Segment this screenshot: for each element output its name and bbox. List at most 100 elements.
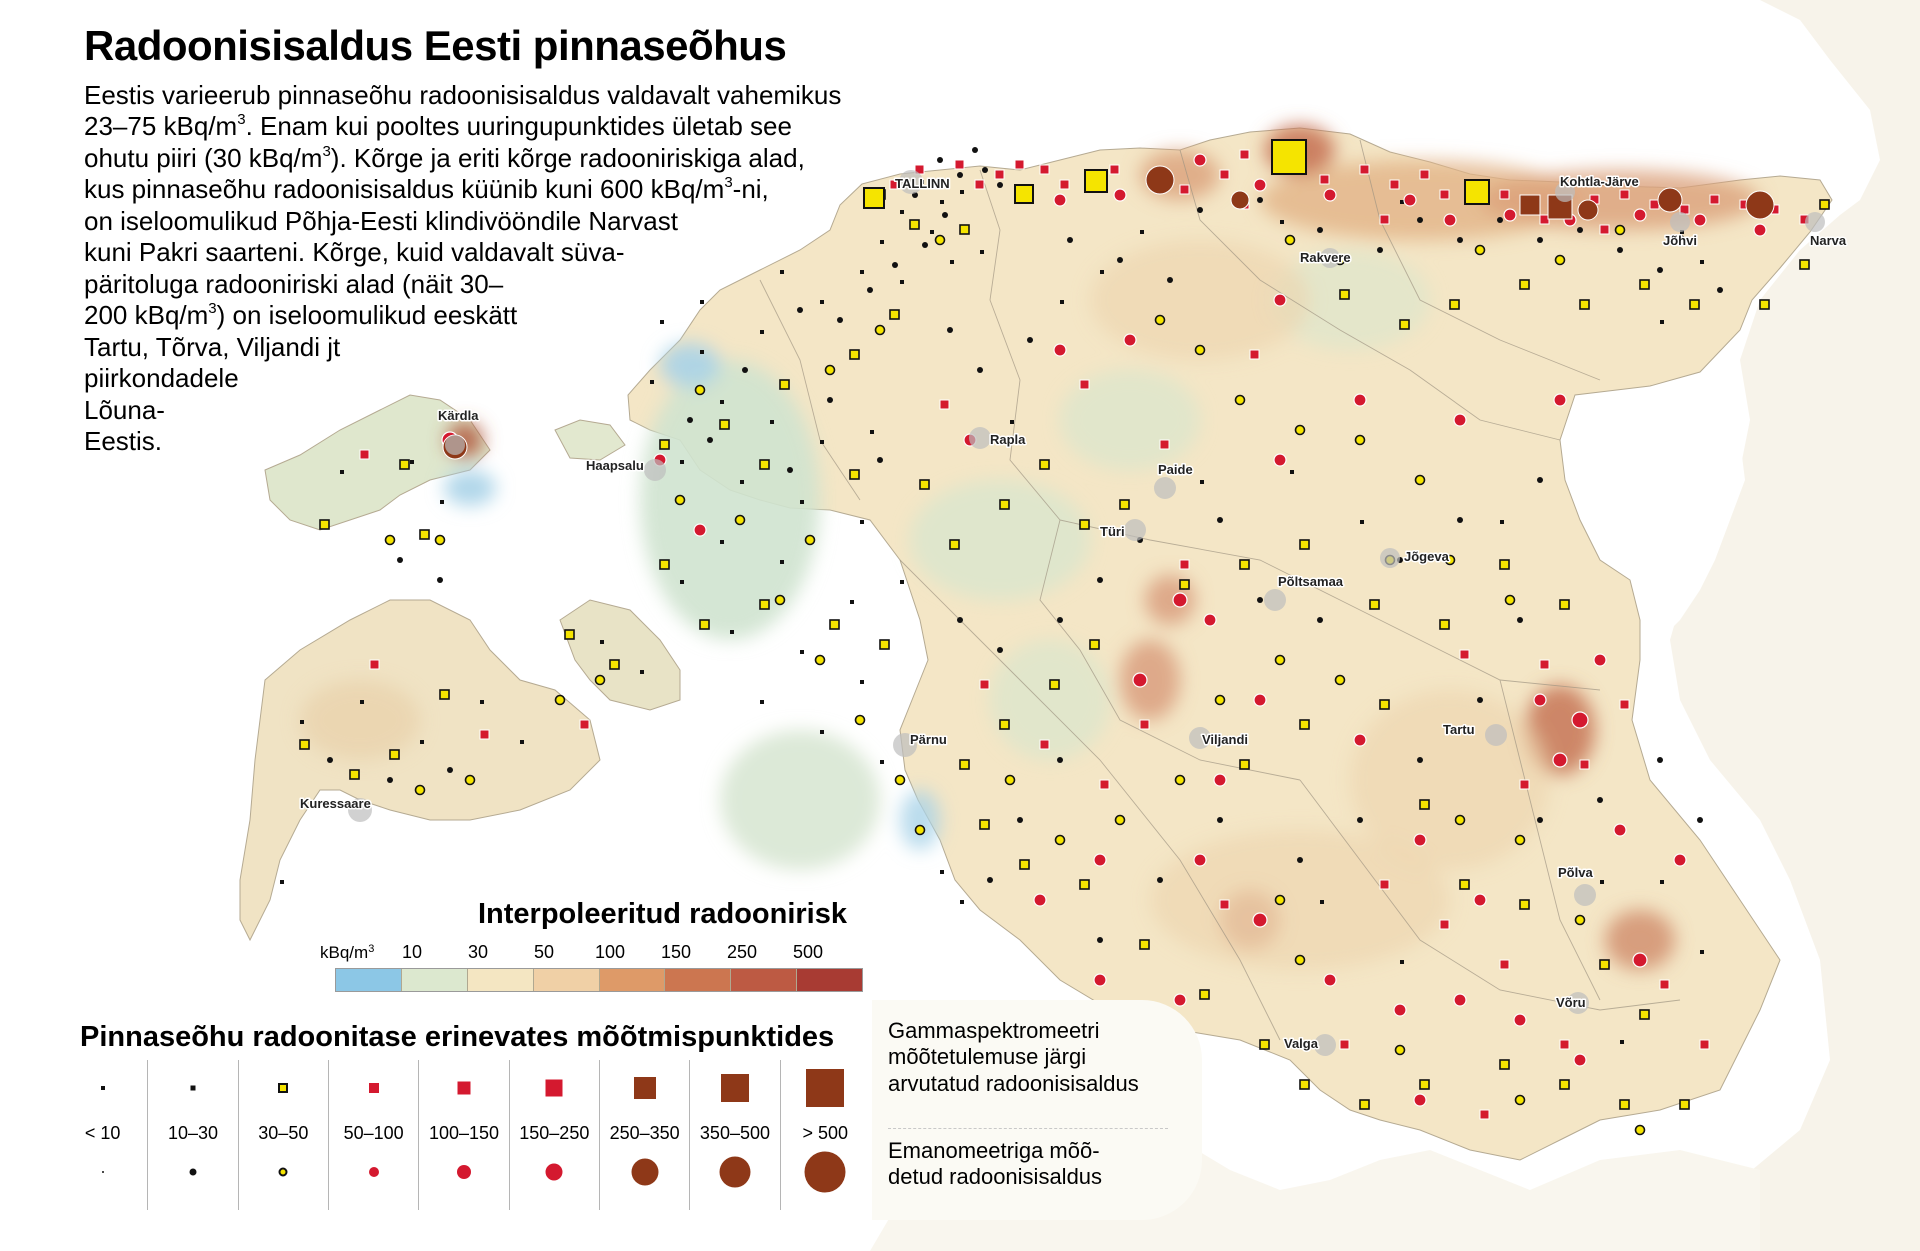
emanometer-circle-symbol [278, 1167, 288, 1177]
gamma-description: Gammaspektromeetri mõõtetulemuse järgi a… [888, 1018, 1139, 1097]
legend-class-label: 250–350 [609, 1123, 680, 1143]
emanometer-circle-symbol [804, 1151, 846, 1193]
gamma-square-symbol [100, 1086, 105, 1090]
intro-line: ohutu piiri (30 kBq/m3). Kõrge ja eriti … [84, 143, 841, 174]
gamma-square-symbol [545, 1079, 563, 1097]
risk-tick: 30 [467, 942, 489, 962]
gamma-square-symbol [633, 1077, 656, 1099]
risk-color-swatch [466, 969, 533, 991]
risk-tick: 250 [726, 942, 758, 962]
page-title: Radoonisisaldus Eesti pinnaseõhus [84, 22, 787, 69]
saaremaa-island [239, 599, 601, 942]
city-kohtla-jarve: Kohtla-Järve [1560, 174, 1639, 189]
intro-text: Tartu, Tõrva, Viljandi jt [84, 331, 341, 362]
risk-tick: 150 [660, 942, 692, 962]
unit-text: kBq/m [320, 943, 369, 962]
intro-text: -ni, [732, 174, 769, 205]
intro-text: . Enam kui pooltes uuringupunktides ület… [245, 111, 792, 142]
city-rakvere: Rakvere [1300, 250, 1351, 265]
intro-text: 23–75 kBq/m [84, 111, 238, 142]
risk-color-swatch [400, 969, 467, 991]
intro-line: Tartu, Tõrva, Viljandi jt [84, 332, 841, 363]
legend-class-label: 50–100 [343, 1123, 404, 1143]
intro-line: 23–75 kBq/m3. Enam kui pooltes uuringupu… [84, 111, 841, 142]
points-large-squares [863, 139, 1490, 209]
city-poltsamaa: Põltsamaa [1278, 574, 1344, 589]
gamma-square-symbol [278, 1083, 289, 1093]
intro-sup: 3 [322, 142, 331, 160]
legend-class-column: 100–150 [418, 1060, 508, 1210]
intro-text: ). Kõrge ja eriti kõrge radooniriskiga a… [330, 142, 805, 173]
gamma-line: Gammaspektromeetri [888, 1018, 1100, 1043]
risk-tick: 500 [792, 942, 824, 962]
intro-line: Eestis. [84, 426, 841, 457]
intro-text: Eestis. [84, 425, 163, 456]
gamma-line: arvutatud radoonisisaldus [888, 1070, 1139, 1096]
intro-line: kuni Pakri saarteni. Kõrge, kuid valdava… [84, 237, 841, 268]
emanometer-circle-symbol [456, 1165, 471, 1179]
legend-class-label: 30–50 [258, 1123, 309, 1143]
legend-divider [888, 1128, 1168, 1129]
points-black-circles [327, 147, 1723, 943]
legend-class-label: 350–500 [699, 1123, 770, 1143]
points-yellow [299, 189, 1830, 1110]
city-johvi: Jõhvi [1663, 233, 1697, 248]
intro-text: kuni Pakri saarteni. Kõrge, kuid valdava… [84, 237, 625, 268]
city-viljandi: Viljandi [1202, 732, 1248, 747]
intro-text: Lõuna- [84, 394, 165, 425]
emanometer-circle-symbol [631, 1158, 659, 1186]
emanometer-circle-symbol [101, 1171, 104, 1173]
intro-line: Lõuna- [84, 395, 841, 426]
points-legend-title: Pinnaseõhu radoonitase erinevates mõõtmi… [80, 1021, 835, 1053]
method-legend-panel [872, 1000, 1202, 1220]
intro-line: päritoluga radooniriski alad (näit 30– [84, 269, 841, 300]
risk-color-swatch [598, 969, 665, 991]
city-parnu: Pärnu [910, 732, 947, 747]
risk-color-swatch [664, 969, 731, 991]
legend-class-column: 150–250 [508, 1060, 599, 1210]
emanometer-circle-symbol [368, 1167, 379, 1177]
intro-text: Eestis varieerub pinnaseõhu radoonisisal… [84, 80, 842, 110]
legend-class-column: 30–50 [237, 1060, 328, 1210]
legend-class-label: > 500 [802, 1123, 849, 1143]
intro-text: päritoluga radooniriski alad (näit 30– [84, 268, 504, 299]
intro-text: ohutu piiri (30 kBq/m [84, 142, 323, 173]
gamma-square-symbol [190, 1085, 196, 1091]
emanometer-circle-symbol [719, 1156, 751, 1188]
emanometer-description: Emanomeetriga mõõ- detud radoonisisaldus [888, 1138, 1102, 1191]
city-kuressaare: Kuressaare [300, 796, 371, 811]
intro-text: on iseloomulikud Põhja-Eesti klindivöönd… [84, 205, 678, 236]
intro-paragraph: Eestis varieerub pinnaseõhu radoonisisal… [84, 80, 841, 457]
intro-sup: 3 [208, 300, 217, 318]
risk-legend-unit: kBq/m3 [320, 943, 374, 963]
risk-color-scale [335, 968, 863, 992]
intro-text: piirkondadele [84, 363, 239, 394]
city-kardla: Kärdla [438, 408, 479, 423]
intro-text: kus pinnaseõhu radoonisisaldus küünib ku… [84, 174, 725, 205]
points-legend-table: < 10 10–30 30–50 50–100 100–150 150–250 250–35… [58, 1060, 870, 1210]
city-markers [348, 170, 1825, 1056]
city-polva: Põlva [1558, 865, 1593, 880]
city-labels: TALLINN Kohtla-Järve Jõhvi Narva Rakvere… [299, 173, 1849, 1053]
legend-class-column: 350–500 [689, 1060, 779, 1210]
city-narva: Narva [1810, 233, 1847, 248]
risk-tick: 100 [594, 942, 626, 962]
intro-line: Eestis varieerub pinnaseõhu radoonisisal… [84, 80, 841, 111]
emanometer-circle-symbol [189, 1168, 197, 1176]
city-valga: Valga [1284, 1036, 1319, 1051]
city-tyri: Türi [1100, 524, 1125, 539]
muhu-island [559, 599, 681, 711]
legend-class-label: 150–250 [519, 1123, 590, 1143]
city-paide: Paide [1158, 462, 1193, 477]
gamma-square-symbol [368, 1083, 379, 1093]
risk-tick: 10 [401, 942, 423, 962]
intro-sup: 3 [237, 111, 246, 129]
city-rapla: Rapla [990, 432, 1026, 447]
risk-legend-title: Interpoleeritud radoonirisk [478, 898, 847, 930]
legend-class-label: 100–150 [428, 1123, 500, 1143]
gamma-square-symbol [720, 1074, 749, 1102]
gamma-square-symbol [457, 1081, 471, 1095]
intro-text: ) on iseloomulikud eeskätt [216, 300, 518, 331]
intro-line: 200 kBq/m3) on iseloomulikud eeskätt [84, 300, 841, 331]
